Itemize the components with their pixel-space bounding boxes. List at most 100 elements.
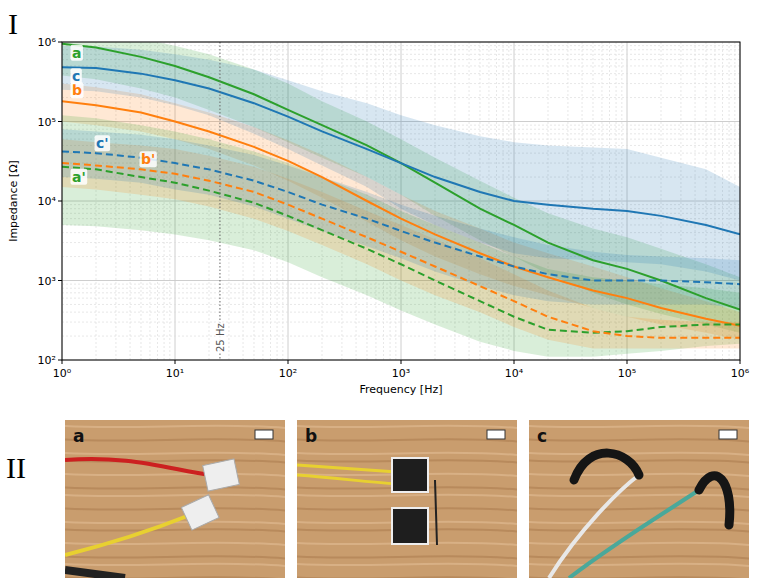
tick: [401, 360, 402, 364]
axis-title: Frequency [Hz]: [360, 383, 443, 396]
label-patch: [71, 68, 82, 84]
wood-grain: [65, 474, 285, 476]
scale-bar: [255, 430, 273, 439]
tick: [58, 42, 62, 43]
photo: b: [297, 420, 517, 580]
tick-label: 10⁵: [618, 367, 636, 380]
wood-grain: [529, 495, 749, 497]
wood-grain: [65, 508, 285, 510]
wire: [435, 480, 437, 545]
wood-grain: [65, 556, 285, 558]
wood-grain: [65, 453, 285, 455]
figure: I 10⁰ 10¹ 10² 10³ 10⁴ 10⁵ 10⁶ 10² 10³ 10⁴ 10⁵ 10⁶ Fre…: [0, 0, 762, 588]
photo-label: c: [537, 426, 547, 446]
band: [62, 115, 740, 357]
photo-content: [297, 420, 517, 578]
series-line: [62, 44, 740, 310]
series-line: [62, 167, 740, 333]
wood: [297, 420, 517, 578]
wood-grain: [529, 577, 749, 578]
wood-grain: [65, 564, 285, 566]
electrode: [574, 453, 639, 480]
photo: c: [529, 420, 749, 580]
grid: [62, 42, 740, 360]
tick: [514, 360, 515, 364]
tick: [58, 280, 62, 281]
tick-label: 10³: [38, 275, 56, 288]
tick-label: 10⁶: [38, 36, 57, 49]
tick-label: 10⁴: [38, 195, 57, 208]
wood-grain: [529, 487, 749, 489]
wood-grain: [297, 577, 517, 578]
wood-grain: [65, 495, 285, 497]
label-patch: [95, 135, 111, 151]
label-patch: [215, 322, 226, 353]
wire: [297, 465, 397, 472]
tick: [288, 360, 289, 364]
axis-title: Impedance [Ω]: [7, 160, 20, 242]
tick: [58, 201, 62, 202]
photo: a: [65, 420, 285, 580]
wire: [65, 459, 210, 475]
series-line: [62, 163, 740, 338]
electrode: [699, 476, 730, 525]
series-label: a': [71, 169, 88, 185]
wood-grain: [65, 487, 285, 489]
photo-label: a: [73, 426, 84, 446]
wood-grain: [297, 439, 517, 441]
wood: [529, 420, 749, 578]
photo-label: b: [305, 426, 317, 446]
photo-content: [65, 420, 285, 578]
series-label: b': [139, 151, 156, 167]
panel-label: II: [6, 451, 26, 484]
wood-grain: [297, 426, 517, 428]
wire: [297, 475, 397, 484]
plot-background: [62, 42, 740, 360]
plot-area: [62, 42, 740, 360]
scale-bar: [487, 430, 505, 439]
series-name: c: [72, 68, 80, 84]
wood-grain: [529, 543, 749, 545]
wood-grain: [529, 460, 749, 462]
wood-grain: [297, 495, 517, 497]
wood-grain: [297, 556, 517, 558]
tick-label: 10⁴: [505, 367, 524, 380]
wire: [65, 515, 190, 555]
wood-grain: [529, 522, 749, 524]
scale-bar: [719, 430, 737, 439]
tick-label: 10⁵: [38, 116, 56, 129]
tick: [62, 360, 63, 364]
series-label: c': [95, 135, 111, 151]
series-name: c': [96, 135, 109, 151]
tick-label: 10²: [38, 354, 56, 367]
series-line: [62, 67, 740, 234]
tick-label: 10⁶: [731, 367, 750, 380]
wood-grain: [529, 564, 749, 566]
series-name: b: [72, 82, 82, 98]
electrode: [203, 459, 240, 491]
panel-label: I: [8, 7, 18, 40]
wire: [549, 475, 639, 578]
tick-label: 10¹: [166, 367, 184, 380]
tick-label: 10³: [392, 367, 410, 380]
annotation: 25 Hz: [215, 322, 227, 353]
tick-label: 10⁰: [53, 367, 72, 380]
photo-content: [529, 420, 749, 578]
wood-grain: [529, 453, 749, 455]
series-name: a: [72, 45, 81, 61]
label-patch: [71, 169, 88, 185]
wood-grain: [529, 508, 749, 510]
tick: [740, 360, 741, 364]
tick: [58, 360, 62, 361]
tick-label: 10²: [279, 367, 297, 380]
tick: [58, 121, 62, 122]
electrode: [181, 495, 219, 530]
label-patch: [71, 82, 84, 98]
wood-grain: [297, 564, 517, 566]
wire: [65, 570, 125, 578]
tick: [627, 360, 628, 364]
series-name: b': [141, 151, 155, 167]
label-patch: [139, 151, 156, 167]
series-name: a': [72, 169, 86, 185]
wood-grain: [65, 439, 285, 441]
